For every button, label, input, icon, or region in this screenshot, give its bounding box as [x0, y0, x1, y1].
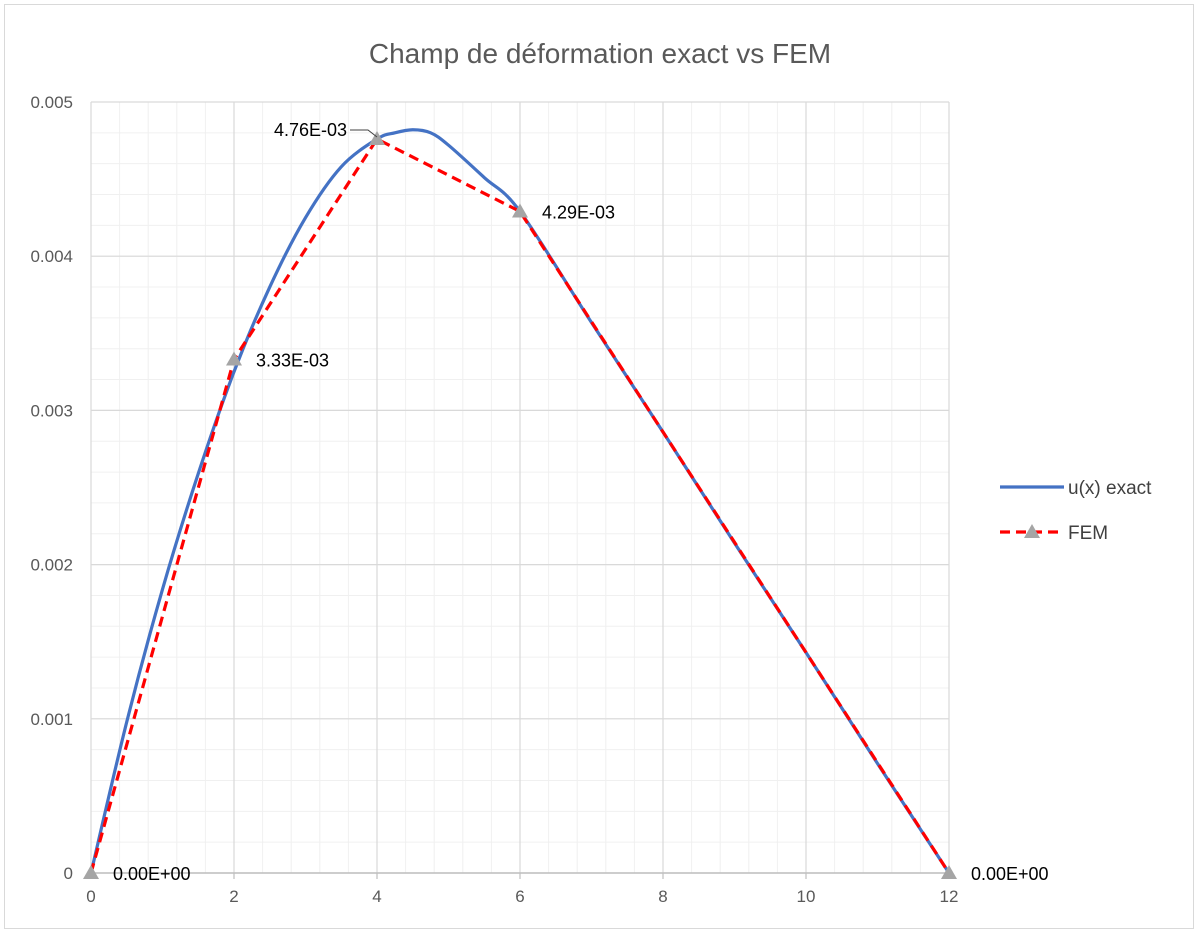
y-tick-label: 0.005: [30, 93, 73, 112]
fem-marker: [83, 865, 99, 879]
data-label: 3.33E-03: [256, 351, 329, 371]
y-tick-label: 0.003: [30, 401, 73, 420]
y-tick-label: 0: [64, 864, 73, 883]
legend-label-fem: FEM: [1068, 523, 1108, 544]
series-line-u-exact: [89, 128, 951, 874]
x-tick-label: 10: [797, 887, 816, 906]
y-tick-label: 0.004: [30, 247, 73, 266]
x-tick-label: 0: [86, 887, 95, 906]
legend-label-u-exact: u(x) exact: [1068, 478, 1152, 499]
series-layer: [83, 128, 957, 879]
data-label: 0.00E+00: [113, 864, 191, 884]
chart-svg: Champ de déformation exact vs FEM 0 2 4 6 8 1…: [30, 38, 1152, 906]
fem-marker: [941, 865, 957, 879]
x-tick-label: 2: [229, 887, 238, 906]
x-tick-label: 4: [372, 887, 381, 906]
data-label-layer: 0.00E+00 3.33E-03 4.76E-03 4.29E-03 0.00E+00: [113, 120, 1049, 884]
y-tick-label: 0.002: [30, 556, 73, 575]
data-label: 4.29E-03: [542, 202, 615, 222]
x-tick-label: 6: [515, 887, 524, 906]
data-label-leader: [350, 129, 378, 138]
x-tick-label: 12: [940, 887, 959, 906]
y-tick-label: 0.001: [30, 710, 73, 729]
legend: u(x) exact FEM: [1000, 478, 1152, 544]
legend-marker-fem: [1024, 524, 1040, 538]
series-line-fem: [89, 136, 951, 874]
axis-layer: 0 2 4 6 8 10 12 0 0.001 0.002 0.003 0.004 0.005: [30, 93, 958, 906]
data-label: 0.00E+00: [971, 864, 1049, 884]
grid-layer: [90, 101, 950, 874]
fem-marker: [226, 351, 242, 366]
fem-marker: [512, 203, 528, 218]
fem-marker: [369, 131, 385, 146]
chart-title: Champ de déformation exact vs FEM: [369, 38, 831, 69]
x-tick-label: 8: [658, 887, 667, 906]
data-label: 4.76E-03: [274, 120, 347, 140]
chart-frame: Champ de déformation exact vs FEM 0 2 4 6 8 1…: [4, 4, 1194, 929]
